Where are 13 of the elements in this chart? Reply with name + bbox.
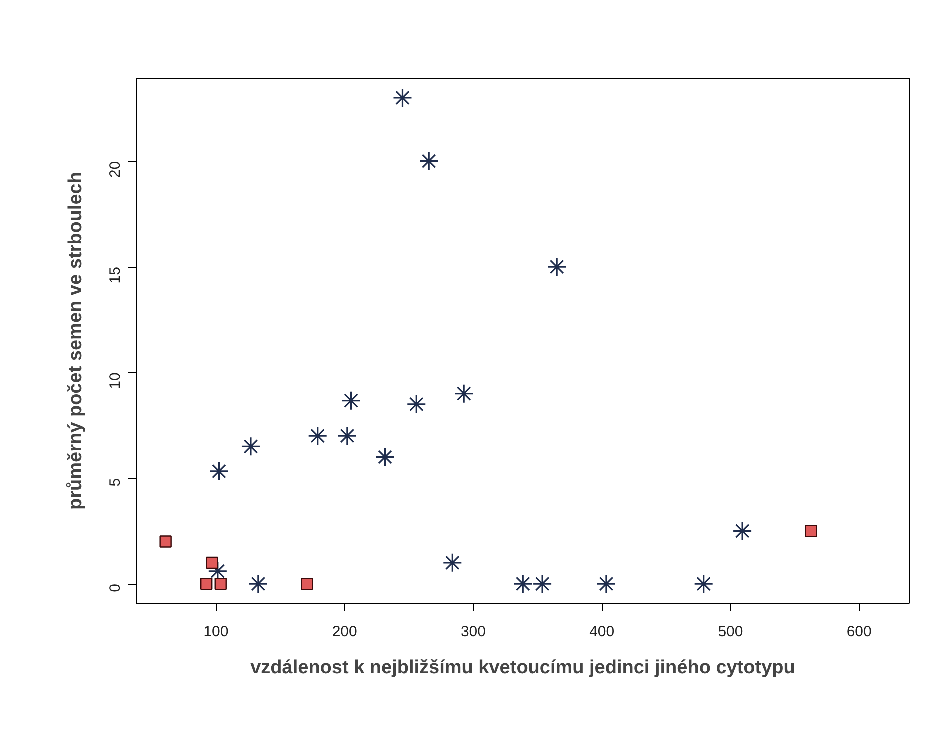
x-tick-label: 400 [590,624,615,640]
x-tick-label: 200 [332,624,358,640]
x-tick-label: 500 [718,624,744,640]
y-axis-title: průměrný počet semen ve strboulech [66,172,86,510]
y-tick-label: 5 [107,478,124,487]
y-tick-label: 10 [107,372,124,390]
x-axis-title: vzdálenost k nejbližšímu kvetoucímu jedinci jiného cytotypu [250,658,796,678]
y-tick-label: 15 [107,267,124,284]
y-tick-label: 0 [107,584,124,592]
x-tick-label: 600 [846,624,872,640]
x-tick-label: 300 [460,624,486,640]
x-tick-label: 100 [204,624,229,640]
y-tick-label: 20 [107,161,124,178]
